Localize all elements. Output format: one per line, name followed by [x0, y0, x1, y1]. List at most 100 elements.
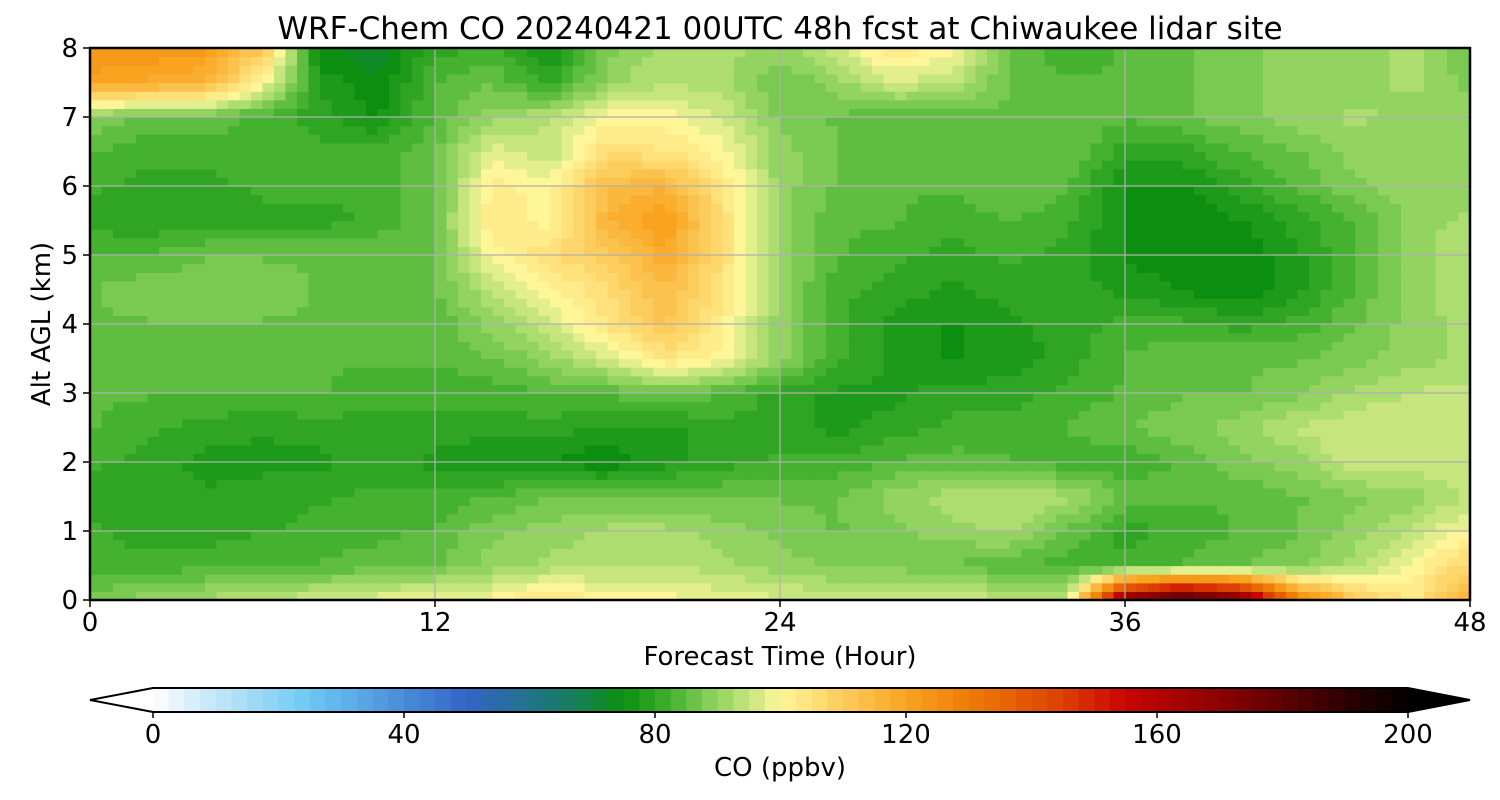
heatmap-cell [768, 341, 781, 351]
heatmap-cell [860, 479, 873, 489]
heatmap-cell [883, 367, 896, 377]
heatmap-cell [1067, 375, 1080, 385]
heatmap-cell [1320, 375, 1333, 385]
heatmap-cell [642, 255, 655, 265]
heatmap-cell [1228, 436, 1241, 446]
heatmap-cell [136, 349, 149, 360]
heatmap-cell [653, 531, 666, 541]
heatmap-cell [239, 401, 252, 411]
heatmap-cell [274, 237, 287, 247]
heatmap-cell [734, 237, 747, 247]
heatmap-cell [1263, 574, 1276, 584]
heatmap-cell [1021, 246, 1034, 256]
heatmap-cell [1332, 393, 1345, 403]
heatmap-cell [906, 272, 919, 282]
heatmap-cell [481, 393, 494, 403]
heatmap-cell [596, 462, 609, 472]
heatmap-cell [515, 574, 528, 584]
heatmap-cell [389, 462, 402, 472]
heatmap-cell [791, 522, 804, 532]
heatmap-cell [895, 306, 908, 316]
heatmap-cell [1274, 513, 1287, 523]
heatmap-cell [975, 410, 988, 420]
heatmap-cell [711, 453, 724, 463]
heatmap-cell [1378, 358, 1391, 368]
heatmap-cell [722, 462, 735, 472]
heatmap-cell [929, 531, 942, 541]
heatmap-cell [941, 487, 954, 498]
heatmap-cell [458, 289, 471, 299]
heatmap-cell [1240, 375, 1253, 385]
heatmap-cell [561, 582, 574, 592]
heatmap-cell [929, 306, 942, 316]
heatmap-cell [837, 513, 850, 523]
heatmap-cell [918, 513, 931, 523]
heatmap-cell [1366, 522, 1379, 532]
heatmap-cell [987, 367, 1000, 377]
heatmap-cell [469, 410, 482, 420]
heatmap-cell [1136, 246, 1149, 256]
heatmap-cell [1447, 272, 1460, 282]
heatmap-cell [1171, 367, 1184, 377]
heatmap-cell [1010, 436, 1023, 446]
heatmap-cell [274, 444, 287, 454]
heatmap-cell [1033, 479, 1046, 489]
heatmap-cell [1424, 505, 1437, 515]
heatmap-cell [285, 410, 298, 420]
heatmap-cell [1113, 393, 1126, 403]
heatmap-cell [1458, 306, 1471, 316]
heatmap-cell [1332, 462, 1345, 472]
heatmap-cell [228, 410, 241, 420]
heatmap-cell [136, 332, 149, 342]
heatmap-cell [538, 272, 551, 282]
heatmap-cell [607, 539, 620, 549]
heatmap-cell [630, 496, 643, 506]
heatmap-cell [366, 367, 379, 377]
heatmap-cell [1343, 315, 1356, 325]
heatmap-cell [216, 444, 229, 454]
heatmap-cell [1447, 444, 1460, 454]
heatmap-cell [515, 306, 528, 316]
heatmap-cell [837, 427, 850, 437]
heatmap-cell [262, 358, 275, 368]
heatmap-cell [1274, 367, 1287, 377]
heatmap-cell [1240, 306, 1253, 316]
heatmap-cell [481, 565, 494, 575]
heatmap-cell [676, 436, 689, 446]
heatmap-cell [1205, 505, 1218, 515]
heatmap-cell [1297, 384, 1310, 394]
heatmap-cell [1309, 496, 1322, 506]
heatmap-cell [1033, 470, 1046, 480]
heatmap-cell [619, 410, 632, 420]
heatmap-cell [1113, 367, 1126, 377]
heatmap-cell [251, 487, 264, 498]
heatmap-cell [665, 393, 678, 403]
heatmap-cell [619, 341, 632, 351]
heatmap-cell [1401, 384, 1414, 394]
heatmap-cell [653, 280, 666, 291]
heatmap-cell [1309, 298, 1322, 308]
heatmap-cell [584, 315, 597, 325]
heatmap-cell [216, 513, 229, 523]
heatmap-cell [205, 375, 218, 385]
heatmap-cell [906, 462, 919, 472]
heatmap-cell [320, 289, 333, 299]
heatmap-cell [1079, 246, 1092, 256]
heatmap-cell [607, 341, 620, 351]
heatmap-cell [630, 341, 643, 351]
heatmap-cell [1136, 548, 1149, 558]
heatmap-cell [262, 255, 275, 265]
heatmap-cell [527, 324, 540, 334]
heatmap-cell [1458, 246, 1471, 256]
heatmap-cell [1205, 272, 1218, 282]
heatmap-cell [1343, 255, 1356, 265]
heatmap-cell [1320, 505, 1333, 515]
heatmap-cell [642, 539, 655, 549]
heatmap-cell [285, 548, 298, 558]
heatmap-cell [377, 272, 390, 282]
heatmap-cell [1458, 375, 1471, 385]
heatmap-cell [814, 358, 827, 368]
heatmap-cell [515, 418, 528, 429]
heatmap-cell [757, 591, 770, 601]
heatmap-cell [239, 556, 252, 567]
